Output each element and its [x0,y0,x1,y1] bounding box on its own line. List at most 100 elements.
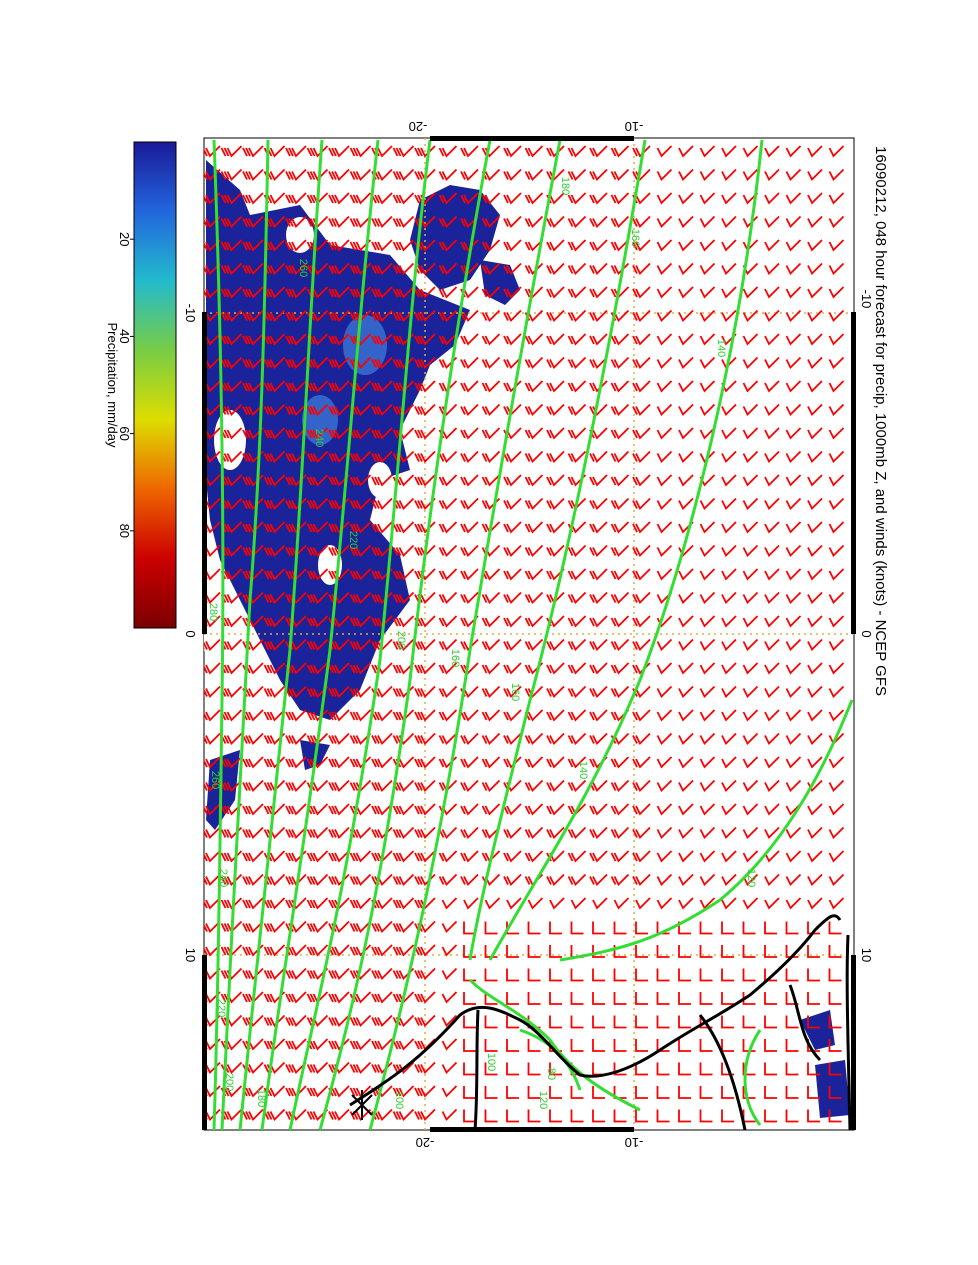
wind-barb [632,450,651,464]
wind-barb [567,403,587,417]
wind-barb [764,474,780,487]
map-title: 16090212, 048 hour forecast for precip, … [872,146,889,696]
wind-barb [656,992,670,1005]
wind-barb [441,944,458,957]
wind-barb [285,380,307,393]
wind-barb [242,850,264,863]
wind-barb [220,192,243,205]
wind-barb [785,921,799,935]
wind-barb [306,850,329,863]
wind-barb [632,286,651,299]
wind-barb [220,873,243,887]
wind-barb [371,380,393,393]
wind-barb [460,403,479,417]
wind-barb [656,873,673,887]
wind-barb [764,779,780,793]
wind-barb [721,685,737,699]
wind-barb [632,145,651,158]
wind-barb [503,638,522,652]
wind-barb [742,992,756,1005]
contour-label: 140 [577,761,589,779]
wind-barb [678,591,694,605]
wind-barb [589,192,608,205]
wind-barb [438,215,458,229]
wind-barb [503,192,522,205]
wind-barb [742,286,759,299]
wind-barb [392,168,415,182]
wind-barb [699,145,716,158]
wind-barb [678,145,694,158]
wind-barb [592,1015,605,1029]
wind-barb [632,826,651,840]
wind-barb [764,1086,777,1099]
wind-barb [263,803,286,816]
wind-barb [263,427,286,440]
wind-barb [589,615,608,628]
wind-barb [392,944,415,957]
wind-barb [656,1109,670,1123]
wind-barb [204,897,221,910]
wind-barb [371,826,393,840]
wind-barb [699,521,716,534]
coastline [349,914,852,1130]
wind-barb [242,497,264,511]
wind-barb [721,450,737,464]
wind-barb [414,873,436,887]
wind-barb [263,380,286,393]
wind-barb [807,803,823,816]
wind-barb [349,1085,372,1098]
wind-barb [656,239,673,252]
wind-barb [742,615,759,628]
right-tick-label-2: 0 [859,630,874,637]
wind-barb [785,968,799,982]
wind-barb [807,897,823,910]
contour-line-8 [468,139,647,961]
wind-barb [567,756,587,769]
wind-barb [527,968,541,982]
wind-barb [721,756,737,769]
wind-barb [204,920,221,934]
wind-barb [438,474,458,487]
wind-barb [371,333,393,346]
wind-barb [549,921,562,935]
wind-barb [592,968,605,982]
wind-barb [503,380,522,393]
wind-barb [306,474,329,487]
wind-barb [721,615,737,628]
wind-barb [463,1039,476,1052]
axis-bar-left-2 [202,955,207,1130]
wind-barb [699,333,716,346]
wind-barb [414,427,436,440]
wind-barb [242,309,264,323]
wind-barb [635,1062,648,1076]
wind-barb [764,992,777,1005]
wind-barb [807,1062,820,1076]
wind-barb [567,333,587,346]
wind-barb [328,850,350,863]
wind-barb [460,756,479,769]
wind-barb [610,427,630,440]
map-panel: 180 160 140 120 160 160 140 120 200 220 260 240 280 2… [183,119,874,1150]
wind-barb [721,497,737,511]
wind-barb [285,262,307,276]
wind-barb [438,521,458,534]
wind-barb [656,427,673,440]
wind-barb [785,945,799,958]
wind-barb [828,897,845,910]
wind-barb [785,591,802,605]
wind-barb [263,967,286,981]
wind-barb [632,709,651,722]
wind-barb [785,309,802,323]
wind-barb [306,709,329,722]
wind-barb [242,756,264,769]
wind-barb [807,262,823,276]
wind-barb [481,474,501,487]
wind-barb [678,1015,691,1029]
wind-barb [699,356,716,370]
wind-barb [546,427,565,440]
contour-label: 180 [255,1089,267,1107]
wind-barb [678,638,694,652]
wind-barb [414,662,436,675]
wind-barb [306,450,329,464]
wind-barb [828,333,845,346]
